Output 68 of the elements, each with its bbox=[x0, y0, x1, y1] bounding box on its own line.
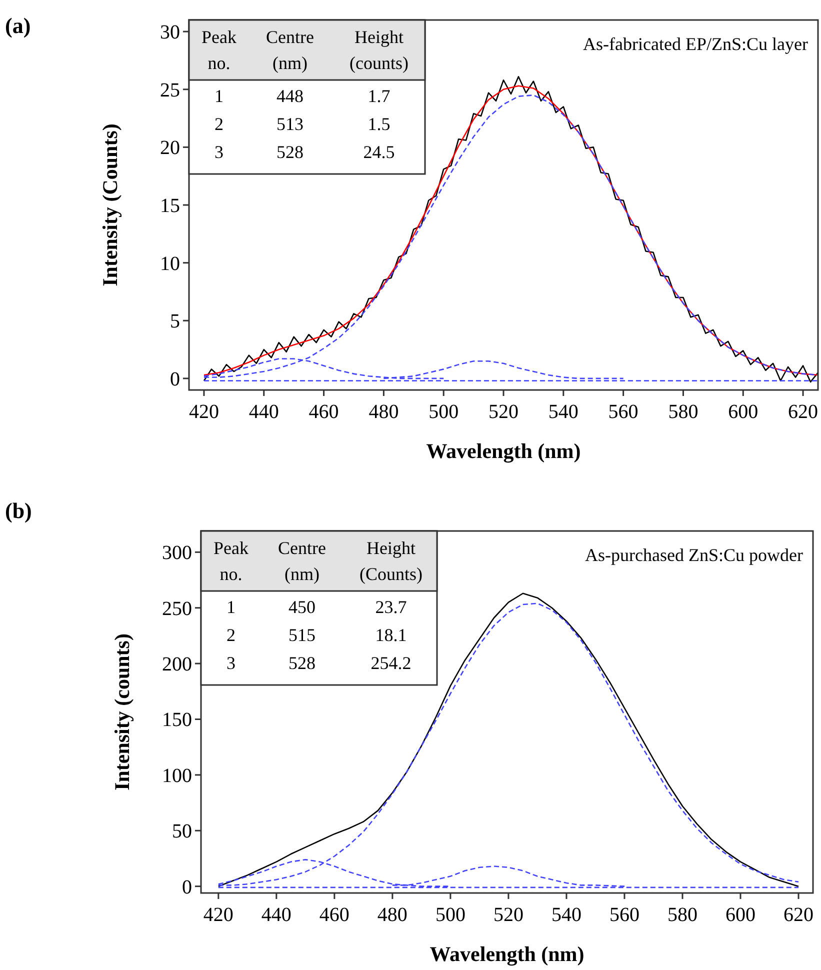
annotation: 2 bbox=[226, 625, 236, 645]
annotation: Centre (nm) bbox=[266, 27, 314, 73]
x-tick-label: 520 bbox=[488, 401, 518, 423]
annotation: 513 bbox=[276, 114, 304, 134]
x-tick-label: 420 bbox=[188, 401, 219, 423]
x-tick-label: 560 bbox=[608, 401, 638, 423]
x-tick-label: 620 bbox=[788, 401, 818, 423]
text: (b) bbox=[5, 498, 32, 523]
x-axis-title: Wavelength (nm) bbox=[430, 942, 584, 966]
annotation: Height (counts) bbox=[350, 27, 408, 73]
y-tick-label: 200 bbox=[162, 654, 192, 676]
annotation: Centre (nm) bbox=[278, 538, 326, 584]
y-tick-label: 10 bbox=[160, 252, 180, 275]
y-tick-label: 100 bbox=[162, 764, 192, 787]
y-tick-label: 5 bbox=[170, 310, 180, 333]
annotation: 1 bbox=[214, 86, 224, 106]
annotation: 1.7 bbox=[368, 86, 390, 106]
x-tick-label: 600 bbox=[725, 904, 756, 926]
x-tick-label: 480 bbox=[368, 401, 399, 423]
y-tick-label: 50 bbox=[172, 820, 192, 843]
annotation: 254.2 bbox=[370, 653, 412, 673]
annotation: 448 bbox=[276, 86, 304, 106]
x-tick-label: 540 bbox=[548, 401, 578, 423]
annotation: 2 bbox=[214, 114, 224, 134]
annotation: As-fabricated EP/ZnS:Cu layer bbox=[583, 34, 808, 54]
annotation: 24.5 bbox=[363, 142, 395, 162]
annotation: 3 bbox=[214, 142, 224, 162]
y-tick-label: 300 bbox=[162, 542, 192, 564]
x-tick-label: 500 bbox=[435, 904, 466, 926]
x-tick-label: 440 bbox=[261, 904, 292, 926]
annotation: 528 bbox=[276, 142, 304, 162]
annotation: 528 bbox=[288, 653, 316, 673]
x-tick-label: 460 bbox=[308, 401, 339, 423]
annotation: 450 bbox=[288, 597, 316, 617]
annotation: Peak no. bbox=[214, 538, 248, 584]
annotation: 1.5 bbox=[368, 114, 390, 134]
y-tick-label: 15 bbox=[160, 195, 180, 217]
annotation: Height (Counts) bbox=[360, 538, 423, 584]
y-tick-label: 25 bbox=[160, 79, 180, 102]
annotation: 23.7 bbox=[375, 597, 407, 617]
x-tick-label: 500 bbox=[428, 401, 459, 423]
y-axis-title: Intensity (Counts) bbox=[98, 124, 122, 286]
y-axis-title: Intensity (counts) bbox=[110, 634, 134, 790]
x-tick-label: 540 bbox=[551, 904, 582, 926]
y-tick-label: 20 bbox=[160, 137, 180, 160]
x-tick-label: 480 bbox=[377, 904, 408, 926]
annotation: As-purchased ZnS:Cu powder bbox=[585, 545, 803, 565]
x-tick-label: 580 bbox=[667, 904, 698, 926]
x-tick-label: 620 bbox=[784, 904, 814, 926]
annotation: 515 bbox=[288, 625, 316, 645]
annotation: 3 bbox=[226, 653, 236, 673]
annotation: Peak no. bbox=[202, 27, 236, 73]
y-tick-label: 150 bbox=[162, 709, 192, 732]
x-tick-label: 420 bbox=[203, 904, 234, 926]
y-tick-label: 0 bbox=[170, 368, 180, 390]
y-tick-label: 0 bbox=[182, 876, 192, 898]
y-tick-label: 250 bbox=[162, 598, 192, 620]
chart-title: (a) bbox=[5, 13, 31, 38]
x-tick-label: 460 bbox=[319, 904, 350, 926]
x-tick-label: 440 bbox=[248, 401, 279, 423]
annotation: 18.1 bbox=[375, 625, 407, 645]
x-tick-label: 520 bbox=[493, 904, 524, 926]
x-tick-label: 600 bbox=[728, 401, 758, 423]
x-tick-label: 580 bbox=[668, 401, 698, 423]
x-axis-title: Wavelength (nm) bbox=[426, 439, 581, 463]
annotation: 1 bbox=[226, 597, 236, 617]
x-tick-label: 560 bbox=[609, 904, 640, 926]
y-tick-label: 30 bbox=[160, 22, 180, 44]
